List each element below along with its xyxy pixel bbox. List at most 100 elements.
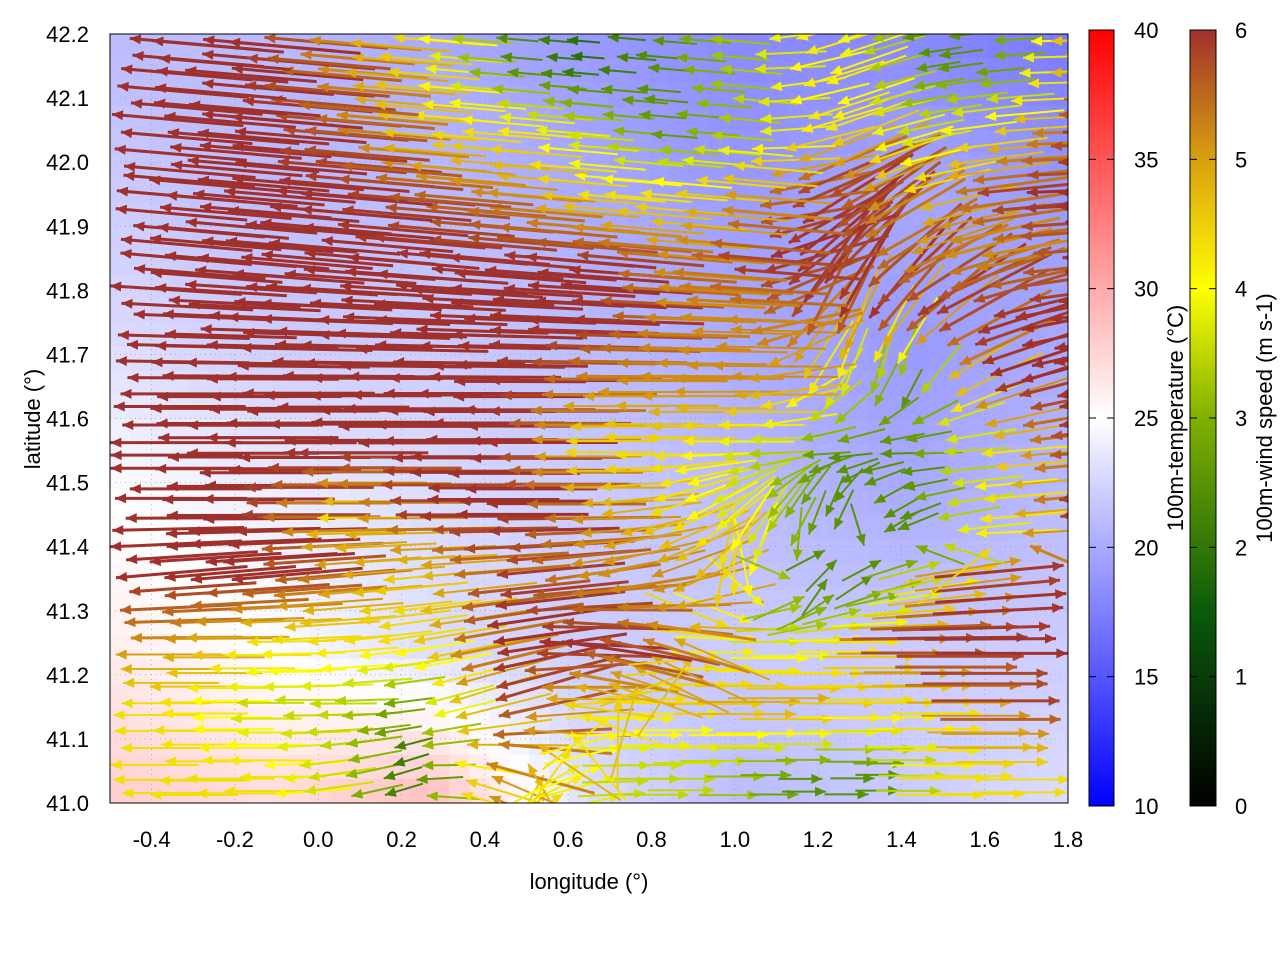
wind-arrow-shaft: [696, 178, 787, 189]
wind-arrow-shaft: [541, 715, 612, 771]
wind-arrow-head: [276, 497, 288, 508]
wind-arrow-shaft: [1021, 319, 1068, 332]
wind-arrow-head: [1038, 621, 1051, 632]
wind-arrow-head: [900, 97, 913, 108]
heatmap-cell: [908, 538, 930, 564]
wind-arrow-head: [901, 396, 912, 409]
wind-arrow-head: [676, 235, 689, 246]
wind-arrow-shaft: [341, 298, 474, 309]
wind-arrow-head: [816, 579, 828, 592]
wind-arrow-head: [610, 670, 623, 681]
heatmap-cell: [369, 58, 391, 84]
wind-arrow-head: [1062, 129, 1068, 135]
wind-arrow-head: [342, 205, 354, 216]
wind-arrow-head: [241, 509, 253, 520]
wind-arrow-head: [425, 695, 438, 706]
wind-arrow-head: [576, 329, 588, 340]
wind-arrow-head: [922, 216, 935, 227]
wind-arrow-head: [499, 452, 511, 463]
wind-arrow-head: [1064, 97, 1068, 102]
wind-arrow-head: [358, 649, 371, 660]
wind-arrow-head: [1019, 387, 1032, 398]
wind-arrow-head: [939, 465, 951, 476]
wind-arrow-shaft: [124, 617, 242, 625]
wind-arrow-shaft: [489, 147, 583, 158]
heatmap-cell: [249, 34, 271, 60]
wind-arrow-head: [571, 51, 583, 62]
heatmap-cell: [968, 418, 990, 444]
wind-arrow-head: [1048, 576, 1061, 587]
wind-arrow-head: [500, 52, 513, 63]
wind-arrow-head: [351, 788, 364, 799]
heatmap-cell: [848, 418, 870, 444]
wind-arrow-head: [465, 483, 477, 494]
wind-arrow-shaft: [790, 82, 870, 104]
wind-arrow-shaft: [298, 102, 419, 117]
wind-arrow-shaft: [957, 521, 1031, 532]
wind-arrow-head: [122, 419, 134, 430]
wind-arrow-head: [264, 760, 276, 771]
wind-arrow-shaft: [527, 318, 660, 327]
wind-arrow-head: [571, 296, 584, 307]
wind-arrow-head: [652, 36, 665, 47]
wind-arrow-head: [809, 410, 822, 422]
heatmap-cell: [868, 394, 890, 420]
wind-arrow-head: [900, 156, 913, 167]
wind-arrow-head: [170, 617, 182, 628]
wind-arrow-shaft: [863, 607, 957, 618]
x-tick-label: 0.6: [553, 827, 584, 852]
wind-arrow-shaft: [636, 331, 751, 339]
wind-arrow-head: [875, 141, 888, 152]
wind-arrow-shaft: [694, 510, 768, 580]
wind-arrow-head: [567, 130, 579, 141]
wind-arrow-head: [770, 81, 783, 92]
wind-arrow-head: [345, 68, 357, 78]
wind-arrow-shaft: [197, 177, 330, 193]
wind-arrow-shaft: [1059, 113, 1068, 117]
wind-arrow-head: [1069, 525, 1080, 535]
wind-arrow-head: [570, 421, 582, 432]
wind-arrow-head: [280, 728, 292, 739]
wind-arrow-head: [346, 737, 358, 748]
wind-arrow-head: [116, 186, 129, 197]
wind-arrow-head: [939, 321, 952, 332]
heatmap-cell: [549, 442, 571, 468]
y-tick-label: 42.1: [46, 86, 89, 111]
wind-arrow-head: [1058, 296, 1068, 305]
wind-arrow-shaft: [461, 641, 574, 672]
heatmap-cell: [429, 394, 451, 420]
wind-arrow-head: [129, 586, 141, 597]
wind-colorbar-tick-label: 5: [1235, 147, 1247, 172]
wind-arrow-shaft: [309, 38, 422, 52]
heatmap-cell: [309, 202, 331, 228]
wind-arrow-head: [686, 295, 698, 306]
heatmap-cell: [848, 394, 870, 420]
wind-arrow-head: [282, 710, 295, 721]
wind-arrow-head: [338, 463, 350, 474]
wind-arrow-shaft: [656, 253, 767, 265]
wind-arrow-head: [343, 634, 356, 645]
wind-arrow-head: [282, 66, 294, 77]
wind-arrow-head: [206, 432, 218, 443]
wind-arrow-head: [125, 513, 137, 524]
wind-arrow-head: [459, 496, 471, 507]
wind-arrow-shaft: [456, 655, 560, 686]
wind-arrow-shaft: [831, 109, 920, 146]
wind-arrow-head: [124, 617, 136, 628]
wind-arrow-head: [388, 192, 400, 203]
wind-arrow-head: [659, 145, 671, 156]
wind-arrow-shaft: [159, 205, 292, 221]
wind-arrow-head: [234, 297, 246, 308]
wind-arrow-shaft: [525, 254, 657, 270]
wind-arrow-shaft: [202, 81, 334, 96]
heatmap-cell: [369, 730, 391, 756]
wind-arrow-shaft: [831, 620, 909, 628]
wind-arrow-head: [796, 34, 809, 41]
wind-arrow-head: [753, 771, 765, 782]
wind-arrow-head: [531, 467, 543, 478]
wind-arrow-head: [1026, 187, 1038, 198]
wind-arrow-head: [879, 435, 892, 445]
heatmap-cell: [1048, 322, 1068, 348]
wind-arrow-head: [261, 250, 273, 261]
wind-arrow-head: [226, 418, 238, 429]
